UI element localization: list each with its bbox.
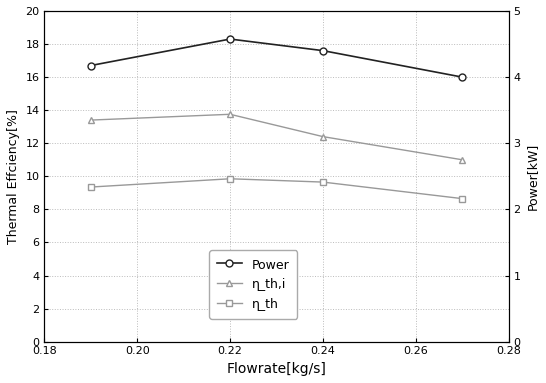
Power — [227, 37, 233, 41]
η_th — [319, 180, 326, 184]
Legend: Power, η_th,i, η_th: Power, η_th,i, η_th — [210, 250, 297, 319]
Power — [87, 63, 94, 68]
η_th — [87, 185, 94, 189]
Y-axis label: Power[kW]: Power[kW] — [526, 142, 539, 210]
X-axis label: Flowrate[kg/s]: Flowrate[kg/s] — [227, 362, 327, 376]
η_th,i — [459, 157, 465, 162]
Power — [319, 48, 326, 53]
Line: η_th: η_th — [88, 176, 465, 201]
Y-axis label: Thermal Effciency[%]: Thermal Effciency[%] — [7, 109, 20, 244]
η_th,i — [227, 112, 233, 116]
Power — [459, 75, 465, 79]
η_th,i — [87, 118, 94, 123]
η_th — [227, 177, 233, 181]
η_th,i — [319, 134, 326, 139]
Line: Power: Power — [87, 36, 466, 80]
Line: η_th,i: η_th,i — [87, 111, 466, 163]
η_th — [459, 196, 465, 201]
